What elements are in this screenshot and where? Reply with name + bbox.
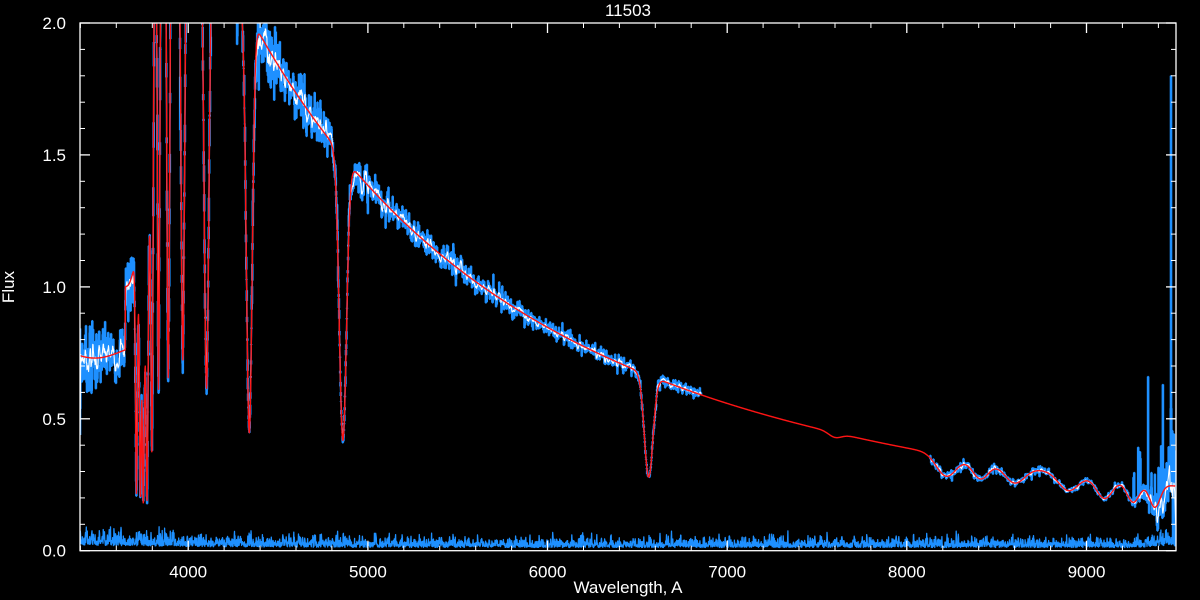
svg-text:1.0: 1.0 <box>42 278 66 297</box>
svg-text:Wavelength, A: Wavelength, A <box>574 578 684 597</box>
svg-text:0.0: 0.0 <box>42 542 66 561</box>
svg-text:9000: 9000 <box>1068 563 1106 582</box>
svg-text:11503: 11503 <box>605 1 651 20</box>
svg-text:2.0: 2.0 <box>42 14 66 33</box>
svg-text:5000: 5000 <box>349 563 387 582</box>
svg-text:6000: 6000 <box>529 563 567 582</box>
svg-text:Flux: Flux <box>0 270 18 303</box>
svg-text:4000: 4000 <box>169 563 207 582</box>
svg-text:7000: 7000 <box>708 563 746 582</box>
svg-text:8000: 8000 <box>888 563 926 582</box>
svg-text:1.5: 1.5 <box>42 146 66 165</box>
svg-text:0.5: 0.5 <box>42 410 66 429</box>
